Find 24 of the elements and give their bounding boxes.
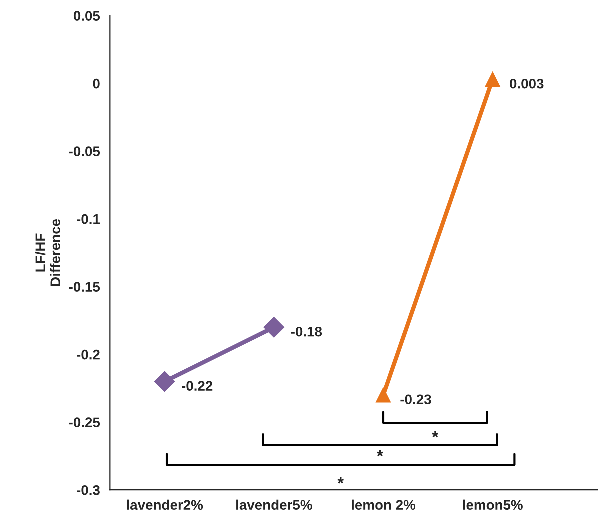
y-tick-label: 0 [93,78,100,89]
y-axis-title: LF/HF Difference [35,219,60,286]
data-label: -0.18 [291,326,322,337]
x-tick-label: lemon 2% [352,500,416,510]
x-tick-label: lemon5% [463,500,523,510]
point [485,72,500,87]
point [154,371,176,392]
y-tick-label: -0.15 [69,282,100,292]
y-tick-label: -0.05 [69,146,100,156]
annotation: * [338,478,344,484]
y-tick-label: -0.2 [77,350,100,360]
data-label: 0.003 [510,78,544,89]
point [376,388,391,403]
x-tick-label: lavender5% [236,500,312,510]
annotation: * [432,431,439,438]
y-tick-label: -0.1 [77,214,100,224]
y-tick-label: 0.05 [74,11,100,21]
annotation: * [377,450,384,457]
data-label: -0.22 [182,381,213,391]
x-tick-label: lavender2% [127,500,204,510]
point [264,317,285,338]
data-label: -0.23 [400,394,432,405]
y-tick-label: -0.25 [69,418,100,428]
y-tick-label: -0.3 [77,485,100,496]
